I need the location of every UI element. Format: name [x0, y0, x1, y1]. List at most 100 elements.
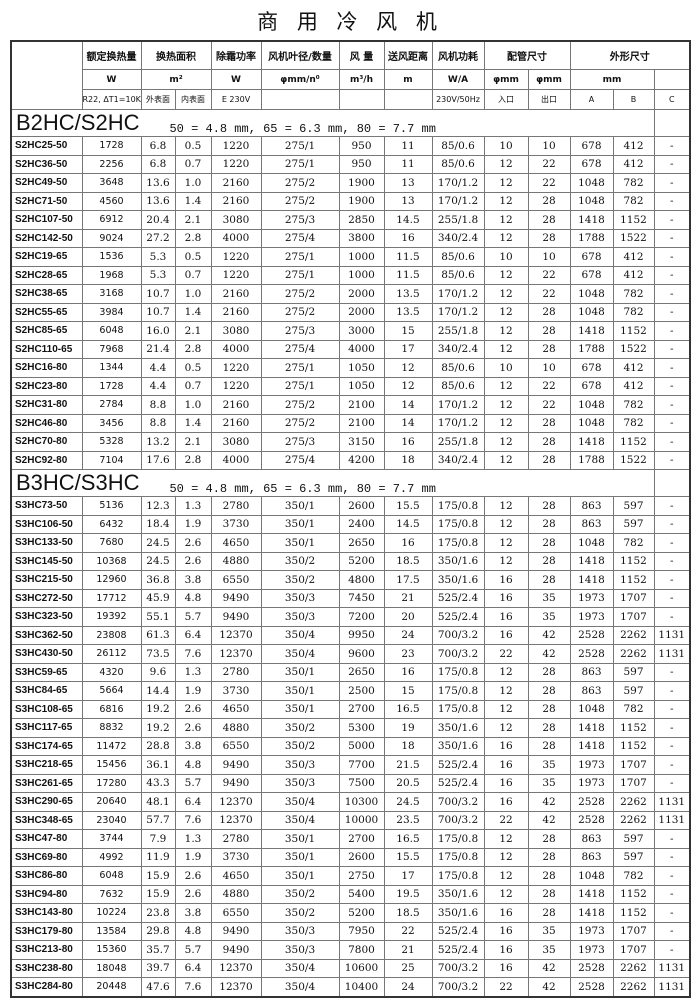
table-cell: 6550 [210, 570, 262, 590]
table-cell: 4000 [338, 339, 385, 359]
table-cell: 85/0.6 [431, 136, 485, 156]
table-cell: 275/2 [260, 413, 340, 433]
table-cell: 14.5 [383, 210, 433, 230]
table-cell: 16.5 [383, 829, 433, 849]
table-cell: 1048 [569, 302, 614, 322]
table-cell: 1220 [210, 376, 262, 396]
table-cell: 2160 [210, 284, 262, 304]
table-cell: 412 [612, 358, 655, 378]
table-row: S3HC215-50 12960 36.8 3.8 6550 350/2 4800 17.5 3… [10, 570, 691, 590]
table-cell: 2.8 [174, 228, 212, 248]
table-cell: 782 [612, 284, 655, 304]
model-cell: S3HC84-65 [10, 681, 83, 701]
table-cell: 12 [483, 321, 529, 341]
model-cell: S3HC430-50 [10, 644, 83, 664]
table-cell: 36.1 [140, 755, 176, 775]
model-cell: S2HC71-50 [10, 191, 83, 211]
table-cell: 12 [483, 533, 529, 553]
table-cell: 2.6 [174, 551, 212, 571]
table-cell: 7632 [81, 884, 142, 904]
table-cell: 350/1 [260, 847, 340, 867]
table-cell: 45.9 [140, 588, 176, 608]
table-cell: 18048 [81, 958, 142, 978]
table-cell: 22 [527, 154, 571, 174]
table-cell: 4000 [210, 339, 262, 359]
table-cell: 12 [483, 376, 529, 396]
table-cell: 12 [483, 395, 529, 415]
model-cell: S3HC145-50 [10, 551, 83, 571]
table-cell: 28 [527, 228, 571, 248]
table-cell: 16 [483, 773, 529, 793]
header-defrost-power: 除霜功率 [210, 40, 262, 70]
table-cell: 1152 [612, 736, 655, 756]
table-cell: 3744 [81, 829, 142, 849]
table-cell: 175/0.8 [431, 496, 485, 516]
section-title: B2HC/S2HC [16, 110, 140, 136]
table-cell: 1050 [338, 358, 385, 378]
table-cell: 6.8 [140, 154, 176, 174]
table-row: S3HC84-65 5664 14.4 1.9 3730 350/1 2500 15 175/0… [10, 681, 691, 701]
table-cell: - [653, 940, 691, 960]
table-cell: 2160 [210, 302, 262, 322]
table-cell: 23 [383, 644, 433, 664]
table-cell: 700/3.2 [431, 958, 485, 978]
table-cell: 15 [383, 681, 433, 701]
table-cell: 12960 [81, 570, 142, 590]
model-cell: S3HC143-80 [10, 903, 83, 923]
table-cell: 9490 [210, 940, 262, 960]
table-cell: 12 [483, 847, 529, 867]
table-cell: 42 [527, 625, 571, 645]
table-cell: 48.1 [140, 792, 176, 812]
table-cell: 22 [383, 921, 433, 941]
sub-outlet: 出口 [527, 89, 571, 110]
unit-m3h: m³/h [338, 69, 385, 90]
table-cell: 10.7 [140, 284, 176, 304]
table-cell: 2.6 [174, 718, 212, 738]
model-cell: S3HC108-65 [10, 699, 83, 719]
table-cell: 43.3 [140, 773, 176, 793]
table-row: S3HC290-65 20640 48.1 6.4 12370 350/4 10300 24.… [10, 792, 691, 812]
table-cell: 1.0 [174, 284, 212, 304]
model-cell: S2HC92-80 [10, 450, 83, 470]
table-cell: - [653, 570, 691, 590]
table-cell: 2.6 [174, 533, 212, 553]
table-cell: 1048 [569, 533, 614, 553]
table-cell: 1220 [210, 154, 262, 174]
table-cell: 275/2 [260, 302, 340, 322]
table-cell: 21 [383, 940, 433, 960]
table-cell: - [653, 358, 691, 378]
table-cell: 28 [527, 432, 571, 452]
table-cell: 22 [527, 395, 571, 415]
table-cell: 275/2 [260, 284, 340, 304]
table-cell: 700/3.2 [431, 977, 485, 997]
table-cell: 57.7 [140, 810, 176, 830]
table-cell: 350/2 [260, 884, 340, 904]
table-cell: 350/1.6 [431, 736, 485, 756]
table-cell: 4880 [210, 551, 262, 571]
table-cell: 275/3 [260, 432, 340, 452]
table-cell: - [653, 903, 691, 923]
table-row: S3HC284-80 20448 47.6 7.6 12370 350/4 10400 24 7… [10, 977, 691, 997]
table-cell: 24 [383, 625, 433, 645]
table-cell: 175/0.8 [431, 533, 485, 553]
empty-cell [260, 89, 340, 110]
table-cell: 4800 [338, 570, 385, 590]
table-cell: 275/4 [260, 450, 340, 470]
table-cell: 350/4 [260, 977, 340, 997]
table-cell: 782 [612, 395, 655, 415]
table-cell: 4320 [81, 662, 142, 682]
table-cell: 350/3 [260, 607, 340, 627]
model-cell: S2HC110-65 [10, 339, 83, 359]
model-cell: S3HC323-50 [10, 607, 83, 627]
table-cell: 782 [612, 699, 655, 719]
table-cell: - [653, 450, 691, 470]
model-cell: S3HC213-80 [10, 940, 83, 960]
table-cell: - [653, 265, 691, 285]
table-cell: 1131 [653, 792, 691, 812]
table-cell: 863 [569, 496, 614, 516]
table-cell: 678 [569, 247, 614, 267]
table-cell: 19.2 [140, 699, 176, 719]
table-cell: 35 [527, 588, 571, 608]
table-cell: 5.7 [174, 940, 212, 960]
table-cell: 4.8 [174, 755, 212, 775]
